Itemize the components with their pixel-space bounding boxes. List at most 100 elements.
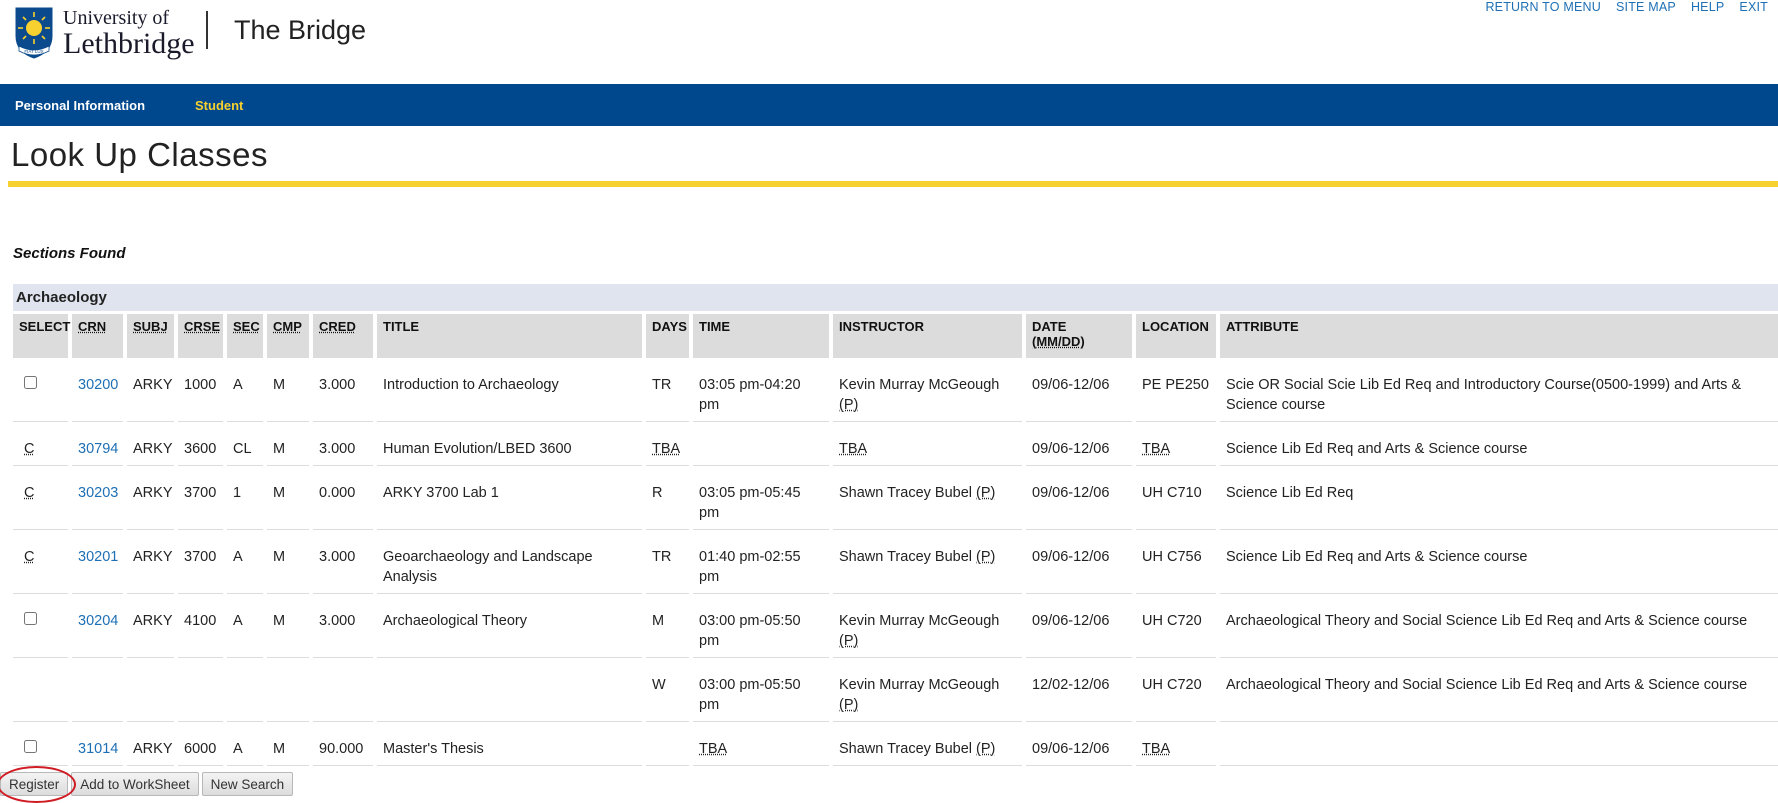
days-value: R	[652, 485, 663, 501]
cmp-value: M	[273, 485, 286, 501]
select-cell: C	[13, 469, 68, 530]
date-cell: 09/06-12/06	[1026, 725, 1132, 766]
instructor-name: TBA	[839, 441, 868, 457]
title-value: Human Evolution/LBED 3600	[383, 441, 572, 457]
top-links: RETURN TO MENU SITE MAP HELP EXIT	[1485, 0, 1768, 14]
location-cell: TBA	[1136, 425, 1216, 466]
header-row: SELECT CRN SUBJ CRSE SEC CMP CRED TITLE …	[13, 314, 1778, 358]
table-row: C 30794 ARKY 3600 CL M 3.000 Human Evolution/LB…	[13, 425, 1778, 466]
crn-cell: 30200	[72, 361, 123, 422]
primary-instructor-abbr: (P)	[839, 397, 859, 413]
cred-cell	[313, 661, 373, 722]
crn-link[interactable]: 30200	[78, 377, 119, 393]
instructor-cell: Kevin Murray McGeough (P)	[833, 361, 1022, 422]
subj-cell: ARKY	[127, 361, 174, 422]
new-search-button[interactable]: New Search	[201, 772, 294, 796]
col-header-date-text: DATE (MM/DD)	[1032, 319, 1085, 349]
cmp-cell: M	[267, 725, 309, 766]
subject-row: Archaeology	[13, 284, 1778, 311]
crn-link[interactable]: 30203	[78, 485, 119, 501]
table-row: C 30201 ARKY 3700 A M 3.000 Geoarchaeology and …	[13, 533, 1778, 594]
attribute-cell: Archaeological Theory and Social Science…	[1220, 597, 1778, 658]
exit-link[interactable]: EXIT	[1739, 0, 1768, 14]
title-value: Introduction to Archaeology	[383, 377, 559, 393]
time-value: 03:05 pm-05:45 pm	[699, 485, 801, 521]
cred-value: 3.000	[319, 613, 356, 629]
app-title: The Bridge	[234, 15, 367, 45]
col-header-days: DAYS	[646, 314, 689, 358]
days-cell: TR	[646, 361, 689, 422]
attribute-value: Science Lib Ed Req and Arts & Science co…	[1226, 441, 1528, 457]
crn-link[interactable]: 30204	[78, 613, 119, 629]
date-cell: 09/06-12/06	[1026, 425, 1132, 466]
crse-cell: 4100	[178, 597, 223, 658]
crn-cell: 30203	[72, 469, 123, 530]
help-link[interactable]: HELP	[1690, 0, 1725, 14]
location-value: UH C756	[1142, 549, 1202, 565]
sec-value: CL	[233, 441, 252, 457]
university-name-line2: Lethbridge	[63, 26, 195, 60]
register-button[interactable]: Register	[0, 772, 69, 796]
crse-cell: 1000	[178, 361, 223, 422]
table-row: 31014 ARKY 6000 A M 90.000 Master's Thesis TBA S…	[13, 725, 1778, 766]
location-cell: UH C720	[1136, 661, 1216, 722]
cmp-value: M	[273, 549, 286, 565]
days-value: TR	[652, 377, 672, 393]
primary-instructor-abbr: (P)	[839, 633, 859, 649]
time-cell: 03:00 pm-05:50 pm	[693, 661, 829, 722]
cred-value: 3.000	[319, 377, 356, 393]
time-value: 03:00 pm-05:50 pm	[699, 613, 801, 649]
location-value: UH C720	[1142, 613, 1202, 629]
cmp-value: M	[273, 613, 286, 629]
return-to-menu-link[interactable]: RETURN TO MENU	[1485, 0, 1601, 14]
col-header-date: DATE (MM/DD)	[1026, 314, 1132, 358]
date-value: 09/06-12/06	[1032, 485, 1110, 501]
date-cell: 09/06-12/06	[1026, 469, 1132, 530]
cmp-cell: M	[267, 425, 309, 466]
select-checkbox[interactable]	[24, 612, 37, 625]
sec-value: A	[233, 377, 243, 393]
crn-link[interactable]: 30794	[78, 441, 119, 457]
time-value: 03:05 pm-04:20 pm	[699, 377, 801, 413]
location-value: UH C710	[1142, 485, 1202, 501]
site-map-link[interactable]: SITE MAP	[1615, 0, 1676, 14]
crse-value: 6000	[184, 741, 217, 757]
cred-cell: 3.000	[313, 533, 373, 594]
time-cell: 03:05 pm-05:45 pm	[693, 469, 829, 530]
crn-cell: 31014	[72, 725, 123, 766]
days-value: W	[652, 677, 666, 693]
days-cell: R	[646, 469, 689, 530]
crn-link[interactable]: 30201	[78, 549, 119, 565]
title-cell	[377, 661, 642, 722]
attribute-cell	[1220, 725, 1778, 766]
select-checkbox[interactable]	[24, 376, 37, 389]
date-value: 09/06-12/06	[1032, 549, 1110, 565]
attribute-cell: Archaeological Theory and Social Science…	[1220, 661, 1778, 722]
attribute-cell: Science Lib Ed Req and Arts & Science co…	[1220, 425, 1778, 466]
cred-cell: 3.000	[313, 597, 373, 658]
add-to-worksheet-button[interactable]: Add to WorkSheet	[71, 772, 199, 796]
cmp-cell: M	[267, 597, 309, 658]
crn-link[interactable]: 31014	[78, 741, 119, 757]
date-value: 09/06-12/06	[1032, 441, 1110, 457]
primary-instructor-abbr: (P)	[839, 697, 859, 713]
time-value: TBA	[699, 741, 728, 757]
university-logo[interactable]: FIAT LUX University of Lethbridge	[14, 6, 195, 60]
table-row: 30200 ARKY 1000 A M 3.000 Introduction to Arch…	[13, 361, 1778, 422]
col-header-cred: CRED	[313, 314, 373, 358]
instructor-cell: Shawn Tracey Bubel (P)	[833, 469, 1022, 530]
sec-cell: 1	[227, 469, 263, 530]
col-header-crse-abbr: CRSE	[184, 319, 221, 334]
title-cell: Master's Thesis	[377, 725, 642, 766]
nav-tab-student[interactable]: Student	[195, 98, 244, 113]
crse-cell: 3700	[178, 469, 223, 530]
nav-tab-personal-information[interactable]: Personal Information	[15, 98, 146, 113]
title-value: Archaeological Theory	[383, 613, 528, 629]
sec-cell	[227, 661, 263, 722]
col-header-instructor: INSTRUCTOR	[833, 314, 1022, 358]
cred-value: 90.000	[319, 741, 364, 757]
attribute-cell: Science Lib Ed Req and Arts & Science co…	[1220, 533, 1778, 594]
select-checkbox[interactable]	[24, 740, 37, 753]
cred-cell: 3.000	[313, 425, 373, 466]
cmp-cell	[267, 661, 309, 722]
